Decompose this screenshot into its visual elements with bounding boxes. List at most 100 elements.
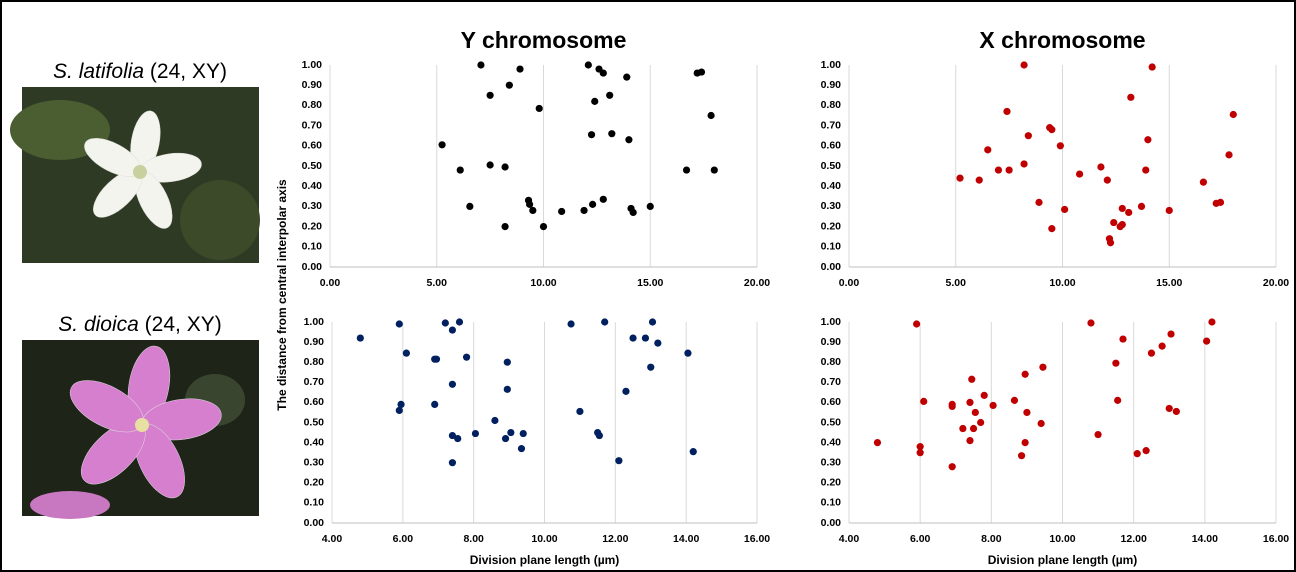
x-tick-label: 10.00 [531, 533, 557, 545]
point [707, 111, 715, 120]
y-tick-label: 0.90 [821, 336, 842, 348]
point [431, 400, 439, 409]
point [994, 166, 1003, 174]
point [501, 223, 509, 231]
y-tick-label: 0.30 [304, 456, 325, 468]
point [591, 97, 599, 105]
y-tick-label: 0.50 [302, 160, 323, 172]
point [1020, 61, 1028, 69]
y-tick-label: 0.00 [821, 517, 842, 529]
point [1167, 330, 1175, 338]
point [486, 161, 494, 169]
y-tick-label: 0.20 [302, 220, 323, 232]
point [1037, 419, 1045, 428]
point [920, 397, 928, 405]
x-axis-label: Division plane length (µm) [470, 553, 620, 567]
y-tick-label: 0.40 [821, 436, 842, 448]
y-tick-label: 0.90 [821, 79, 842, 91]
point [629, 208, 637, 217]
point [567, 320, 575, 328]
point [648, 318, 657, 326]
point [913, 320, 921, 328]
y-axis-label: The distance from central interpolar axi… [275, 179, 289, 411]
x-tick-label: 5.00 [427, 277, 448, 289]
point [1225, 151, 1233, 159]
point [454, 434, 462, 443]
flower-center [133, 165, 147, 179]
x-tick-label: 16.00 [1263, 533, 1289, 545]
point [966, 436, 974, 445]
point [968, 375, 976, 383]
point [1056, 142, 1064, 150]
y-tick-label: 0.20 [821, 220, 842, 232]
y-tick-label: 0.30 [302, 200, 323, 212]
point [589, 200, 597, 208]
species-name: S. latifolia [53, 60, 144, 83]
point [1097, 163, 1105, 171]
x-tick-label: 14.00 [673, 533, 699, 545]
point [1144, 136, 1152, 144]
point [462, 353, 471, 361]
point [441, 319, 449, 327]
point [587, 131, 596, 139]
point [1158, 342, 1166, 350]
point [608, 130, 616, 138]
point [916, 449, 924, 457]
point [682, 166, 691, 174]
y-tick-label: 0.80 [304, 356, 325, 368]
point [969, 424, 978, 433]
x-tick-label: 4.00 [839, 533, 860, 545]
point [966, 398, 974, 406]
point [395, 320, 403, 328]
point [948, 463, 956, 471]
x-tick-label: 6.00 [910, 533, 931, 545]
x-tick-label: 16.00 [744, 533, 770, 545]
x-tick-label: 0.00 [320, 277, 341, 289]
point [503, 358, 511, 366]
point [625, 136, 633, 144]
point [535, 104, 543, 113]
point [1112, 359, 1120, 367]
point [956, 174, 964, 182]
point [989, 401, 997, 410]
point [580, 206, 588, 215]
y-tick-label: 0.90 [302, 79, 323, 91]
point [710, 166, 718, 174]
point [1172, 407, 1180, 416]
point [486, 91, 494, 99]
point [432, 355, 441, 363]
y-tick-label: 0.10 [304, 497, 325, 509]
point [916, 443, 924, 451]
point [507, 428, 515, 437]
x-tick-label: 0.00 [839, 277, 860, 289]
species-note: (24, XY) [150, 60, 227, 83]
point [1010, 396, 1019, 404]
x-tick-label: 8.00 [981, 533, 1002, 545]
x-tick-label: 20.00 [744, 277, 770, 289]
x-tick-label: 4.00 [322, 533, 343, 545]
point [1229, 110, 1237, 119]
point [448, 459, 457, 467]
point [601, 318, 609, 326]
x-tick-label: 10.00 [1049, 277, 1075, 289]
point [1142, 166, 1150, 174]
y-tick-label: 0.30 [821, 456, 842, 468]
point [984, 146, 992, 154]
point [526, 200, 534, 208]
point [1106, 239, 1115, 247]
point [971, 408, 979, 417]
point [647, 363, 655, 371]
point [975, 176, 983, 184]
point [1114, 396, 1122, 404]
point [517, 445, 526, 453]
point [1003, 107, 1011, 116]
point [529, 206, 537, 215]
flower-center [135, 418, 149, 432]
y-tick-label: 0.40 [302, 180, 323, 192]
point [1133, 450, 1141, 458]
x-tick-label: 5.00 [946, 277, 967, 289]
point [455, 318, 464, 326]
point [641, 334, 650, 342]
y-tick-label: 0.20 [821, 477, 842, 489]
